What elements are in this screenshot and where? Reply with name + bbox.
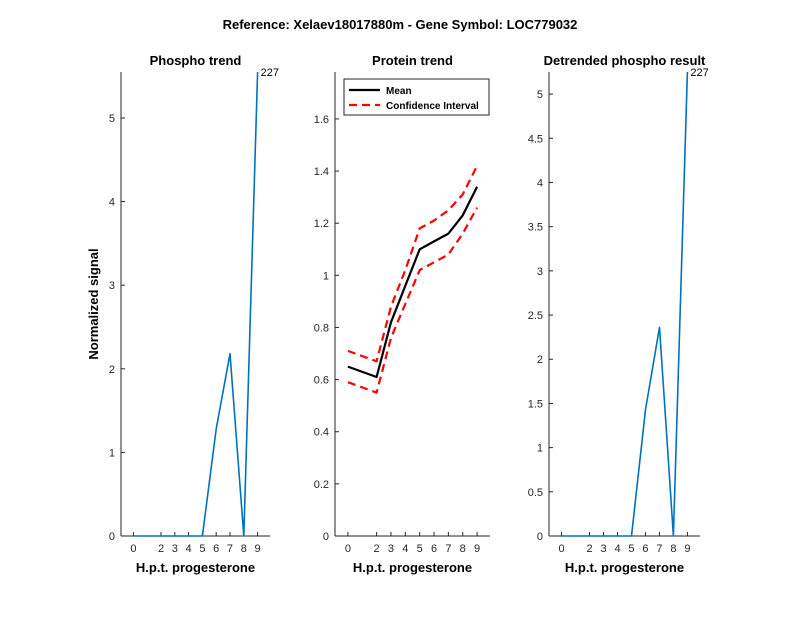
protein-x-tick-label: 7: [445, 543, 451, 555]
detrended-annotation: 227: [690, 67, 708, 79]
detrended-x-tick-label: 7: [656, 543, 662, 555]
detrended-x-tick-label: 3: [600, 543, 606, 555]
phospho-x-tick-label: 5: [199, 543, 205, 555]
protein-chart: 0 2 3 4 5 6 7 8 9 0 0.2 0.4 0.6 0.8 1 1.2 1.4 1.6 Protein …: [314, 53, 490, 575]
detrended-title: Detrended phospho result: [544, 53, 706, 68]
phospho-x-label: H.p.t. progesterone: [136, 560, 255, 575]
protein-y-tick-label: 1.4: [314, 166, 329, 178]
phospho-x-tick-label: 3: [172, 543, 178, 555]
protein-y-tick-label: 0.8: [314, 322, 329, 334]
phospho-series-phospho: [133, 71, 259, 537]
phospho-y-label: Normalized signal: [86, 248, 101, 359]
protein-legend: Mean Confidence Interval: [343, 78, 490, 116]
detrended-y-tick-label: 0.5: [528, 487, 543, 499]
detrended-y-tick-label: 5: [537, 89, 543, 101]
detrended-y-tick-label: 1.5: [528, 398, 543, 410]
detrended-y-tick-label: 2: [537, 354, 543, 366]
detrended-x-tick-label: 8: [670, 543, 676, 555]
detrended-series-detrended: [561, 71, 689, 537]
protein-y-tick-label: 1: [323, 270, 329, 282]
protein-y-tick-label: 0: [323, 531, 329, 543]
detrended-x-tick-label: 6: [642, 543, 648, 555]
protein-series-mean: [347, 186, 479, 379]
detrended-y-tick-label: 4: [537, 177, 543, 189]
protein-x-tick-label: 5: [417, 543, 423, 555]
phospho-x-tick-label: 4: [186, 543, 192, 555]
protein-y-tick-label: 0.6: [314, 375, 329, 387]
detrended-x-label: H.p.t. progesterone: [565, 560, 684, 575]
protein-series-upper-ci: [347, 165, 479, 363]
protein-x-tick-label: 2: [374, 543, 380, 555]
detrended-y-tick-label: 3.5: [528, 222, 543, 234]
phospho-y-tick-label: 2: [109, 364, 115, 376]
phospho-x-tick-label: 8: [241, 543, 247, 555]
phospho-annotation: 227: [261, 67, 279, 79]
phospho-x-tick-label: 2: [158, 543, 164, 555]
phospho-title: Phospho trend: [150, 53, 242, 68]
phospho-x-tick-label: 0: [130, 543, 136, 555]
detrended-y-tick-label: 0: [537, 531, 543, 543]
phospho-y-tick-label: 5: [109, 113, 115, 125]
protein-x-tick-label: 0: [345, 543, 351, 555]
detrended-y-tick-label: 2.5: [528, 310, 543, 322]
legend-label: Confidence Interval: [386, 101, 479, 112]
protein-title: Protein trend: [372, 53, 453, 68]
legend-box: [343, 78, 490, 116]
legend-label: Mean: [386, 86, 412, 97]
protein-x-tick-label: 8: [460, 543, 466, 555]
protein-x-label: H.p.t. progesterone: [353, 560, 472, 575]
phospho-y-tick-label: 4: [109, 197, 115, 209]
protein-x-tick-label: 9: [474, 543, 480, 555]
phospho-y-tick-label: 0: [109, 531, 115, 543]
protein-y-tick-label: 1.6: [314, 114, 329, 126]
phospho-y-tick-label: 3: [109, 280, 115, 292]
detrended-y-tick-label: 3: [537, 266, 543, 278]
detrended-chart: 0 2 3 4 5 6 7 8 900.511.522.533.544.55Detrended …: [528, 53, 709, 575]
phospho-x-tick-label: 7: [227, 543, 233, 555]
detrended-x-tick-label: 5: [628, 543, 634, 555]
detrended-y-tick-label: 4.5: [528, 133, 543, 145]
protein-x-tick-label: 4: [402, 543, 408, 555]
detrended-x-tick-label: 9: [684, 543, 690, 555]
detrended-x-tick-label: 0: [559, 543, 565, 555]
protein-x-tick-label: 6: [431, 543, 437, 555]
detrended-x-tick-label: 2: [586, 543, 592, 555]
protein-y-tick-label: 0.2: [314, 479, 329, 491]
protein-x-tick-label: 3: [388, 543, 394, 555]
figure-title: Reference: Xelaev18017880m - Gene Symbol…: [223, 17, 578, 32]
protein-series-lower-ci: [347, 207, 479, 394]
detrended-x-tick-label: 4: [614, 543, 620, 555]
phospho-x-tick-label: 6: [213, 543, 219, 555]
phospho-y-tick-label: 1: [109, 447, 115, 459]
phospho-x-tick-label: 9: [255, 543, 261, 555]
detrended-y-tick-label: 1: [537, 443, 543, 455]
protein-y-tick-label: 1.2: [314, 218, 329, 230]
protein-y-tick-label: 0.4: [314, 427, 329, 439]
